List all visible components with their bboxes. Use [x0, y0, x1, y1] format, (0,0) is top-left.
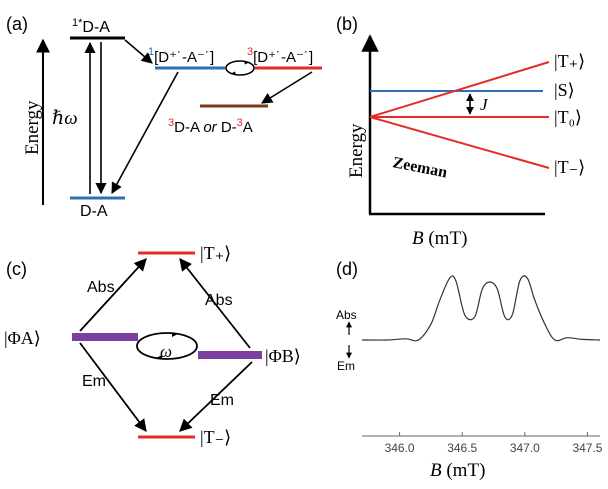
abs-left-label: Abs [87, 279, 115, 296]
energy-axis-label: Energy [22, 100, 43, 155]
em-left-label: Em [82, 373, 106, 390]
panel-a: (a) Energy 1*D-A D-A 1[D⁺˙-A⁻˙] 3[D⁺˙-A⁻… [6, 14, 322, 220]
t-plus-label: |T₊⟩ [554, 51, 585, 71]
em-left-arrow [79, 342, 147, 433]
c-t-minus-label: |T₋⟩ [200, 427, 231, 447]
em-right-label: Em [210, 392, 234, 409]
abs-left-arrow [79, 258, 147, 332]
phi-a-label: |ΦA⟩ [4, 328, 41, 348]
c-cycle-arrowhead-bottom [156, 355, 162, 359]
c-cycle-arrowhead-top [172, 333, 178, 337]
triplet-product-label: 3D-A or D-3A [168, 117, 253, 136]
hbar-omega-label: ℏω [52, 108, 78, 129]
singlet-label: |S⟩ [554, 80, 575, 100]
panel-d-ticks: 346.0 346.5 347.0 347.5 [385, 432, 603, 455]
panel-d-xlabel: B (mT) [430, 460, 485, 481]
x-tick-label: 346.5 [447, 441, 477, 455]
omega-label: ω [160, 342, 172, 361]
em-direction-label: Em [337, 359, 355, 373]
charge-separation-arrow [124, 39, 153, 64]
cycle-arrowhead-top [244, 61, 250, 65]
excited-state-label: 1*D-A [72, 17, 110, 36]
j-label: J [480, 95, 489, 114]
c-mixing-cycle [136, 332, 198, 360]
phi-b-label: |ΦB⟩ [265, 346, 301, 366]
em-right-arrow [179, 361, 253, 432]
zeeman-label: Zeeman [391, 154, 448, 181]
spin-mixing-cycle [225, 60, 255, 76]
panel-a-label: (a) [6, 14, 28, 34]
panel-b-xlabel: B (mT) [412, 228, 467, 249]
abs-direction-label: Abs [336, 308, 357, 322]
spectrum-line [361, 275, 601, 342]
abs-right-arrow [179, 258, 251, 349]
panel-b-label: (b) [336, 14, 358, 34]
recombination-arrow [111, 71, 179, 194]
t-plus-line [369, 61, 550, 118]
singlet-rp-label: 1[D⁺˙-A⁻˙] [148, 46, 214, 66]
x-tick-label: 346.0 [385, 441, 415, 455]
panel-b-ylabel: Energy [346, 123, 367, 178]
panel-d: (d) Abs Em 346.0 346.5 347.0 347.5 B (mT) [336, 259, 603, 481]
x-tick-label: 347.5 [572, 441, 602, 455]
ground-state-label: D-A [80, 203, 108, 220]
panel-c-label: (c) [6, 259, 27, 279]
panel-b: (b) Energy B (mT) J Zeeman |T₊⟩ |S⟩ |T₀⟩… [336, 14, 585, 249]
cycle-arrowhead-bottom [230, 71, 236, 75]
t-minus-label: |T₋⟩ [554, 157, 585, 177]
triplet-recombination-arrow [261, 71, 313, 104]
panel-d-label: (d) [336, 259, 358, 279]
c-t-plus-label: |T₊⟩ [200, 243, 231, 263]
x-tick-label: 347.0 [510, 441, 540, 455]
abs-right-label: Abs [205, 292, 233, 309]
panel-c: (c) |T₊⟩ |T₋⟩ |ΦA⟩ |ΦB⟩ Abs Abs Em Em ω [4, 243, 301, 447]
t-minus-line [369, 116, 550, 169]
t-zero-label: |T₀⟩ [554, 107, 582, 127]
triplet-rp-label: 3[D⁺˙-A⁻˙] [247, 46, 313, 66]
